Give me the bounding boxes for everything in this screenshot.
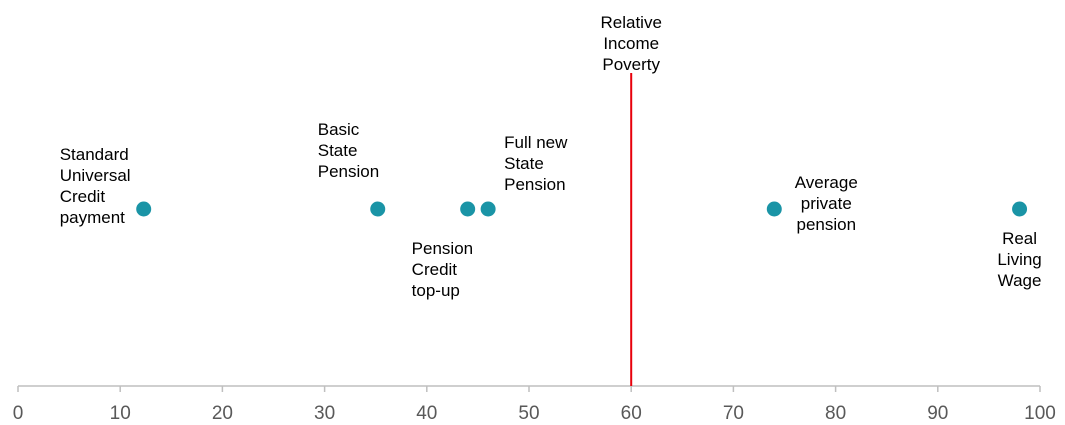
data-point-label: Basic State Pension (318, 120, 379, 181)
reference-line-label: Relative Income Poverty (600, 13, 661, 74)
data-point-label-line: top-up (412, 281, 460, 300)
data-point-label-line: State (504, 154, 544, 173)
data-point (136, 201, 152, 217)
data-point-label-line: Real (1002, 229, 1037, 248)
data-point-label-line: Basic (318, 120, 360, 139)
x-tick-label: 0 (13, 403, 24, 424)
x-tick-label: 50 (518, 403, 539, 424)
data-point-label-line: Full new (504, 133, 568, 152)
x-tick-label: 90 (927, 403, 948, 424)
data-point-label: Pension Credit top-up (412, 239, 473, 300)
data-point-label: Average private pension (795, 173, 858, 234)
data-point-label-line: Pension (412, 239, 473, 258)
x-tick-label: 40 (416, 403, 437, 424)
x-tick-label: 100 (1024, 403, 1056, 424)
data-points (136, 201, 1028, 217)
data-point (766, 201, 782, 217)
point-labels: Standard Universal Credit payment Basic State… (60, 120, 1042, 300)
data-point-label-line: Average (795, 173, 858, 192)
reference-line-group: Relative Income Poverty (600, 13, 662, 386)
x-tick-label: 70 (723, 403, 744, 424)
data-point-label-line: Living (997, 250, 1041, 269)
data-point (370, 201, 386, 217)
data-point-label-line: payment (60, 208, 125, 227)
data-point-label-line: Credit (60, 187, 106, 206)
x-tick-label: 10 (110, 403, 131, 424)
data-point-label-line: Universal (60, 166, 131, 185)
data-point-label-line: Credit (412, 260, 458, 279)
data-point-label: Full new State Pension (504, 133, 568, 194)
reference-line-label-line: Relative (600, 13, 661, 32)
x-tick-label: 80 (825, 403, 846, 424)
data-point-label-line: pension (796, 215, 856, 234)
data-point-label: Real Living Wage (997, 229, 1041, 290)
x-tick-label: 30 (314, 403, 335, 424)
reference-line-label-line: Poverty (602, 55, 660, 74)
data-point (480, 201, 496, 217)
data-point-label-line: Pension (504, 175, 565, 194)
data-point (1012, 201, 1028, 217)
data-point-label-line: Wage (998, 271, 1042, 290)
x-axis: 0 10 20 30 40 50 60 70 80 90 100 (13, 385, 1056, 424)
x-tick-label: 60 (621, 403, 642, 424)
x-tick-label: 20 (212, 403, 233, 424)
data-point-label-line: private (801, 194, 852, 213)
data-point-label-line: Standard (60, 145, 129, 164)
data-point-label-line: Pension (318, 162, 379, 181)
data-point-label-line: State (318, 141, 358, 160)
data-point-label: Standard Universal Credit payment (60, 145, 131, 227)
reference-line-label-line: Income (603, 34, 659, 53)
data-point (460, 201, 476, 217)
